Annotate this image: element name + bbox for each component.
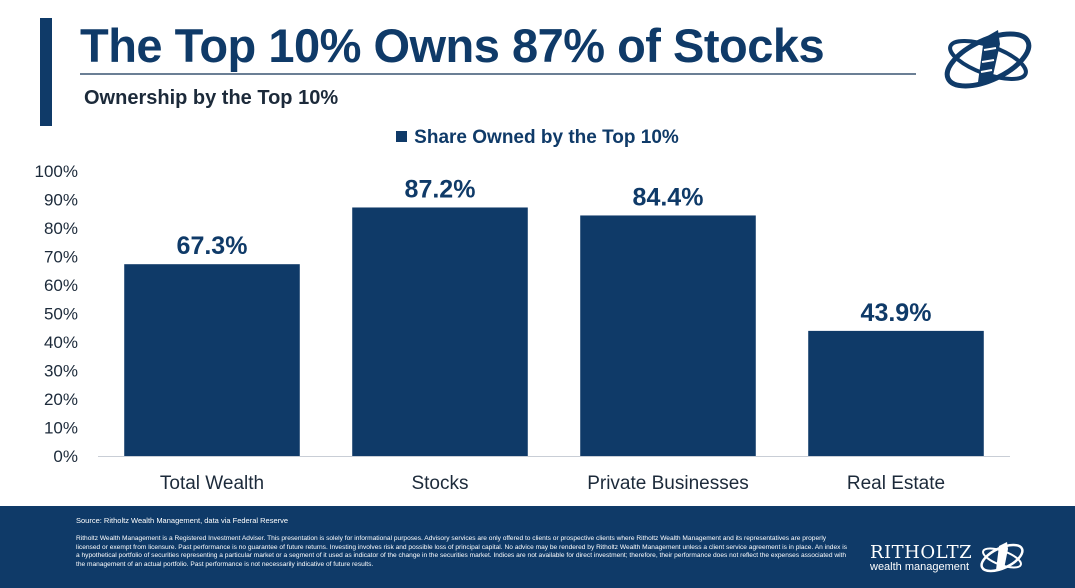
brand-name: RITHOLTZ [870,542,973,563]
brand-subtitle: wealth management [870,561,970,573]
y-tick-label: 90% [44,191,78,210]
title-accent-bar [40,18,52,126]
footer-logo-icon [980,542,1024,573]
footer-brand: RITHOLTZ wealth management [870,542,973,574]
title-divider [80,73,916,75]
y-tick-label: 0% [53,447,78,466]
chart-legend: Share Owned by the Top 10% [0,127,1075,149]
y-tick-label: 30% [44,362,78,381]
bar [808,330,984,456]
y-tick-label: 100% [35,162,78,181]
y-tick-label: 20% [44,390,78,409]
bar [124,264,300,456]
y-tick-label: 70% [44,248,78,267]
bar [352,207,528,456]
y-tick-label: 40% [44,333,78,352]
data-label: 84.4% [633,183,704,211]
legend-label: Share Owned by the Top 10% [414,127,679,148]
legend-swatch [396,131,408,142]
x-tick-label: Total Wealth [160,473,264,494]
y-tick-label: 10% [44,419,78,438]
x-tick-label: Stocks [411,473,468,494]
data-label: 43.9% [861,299,932,327]
source-note: Source: Ritholtz Wealth Management, data… [76,516,289,525]
y-tick-label: 80% [44,219,78,238]
footer: Source: Ritholtz Wealth Management, data… [0,506,1075,588]
bar-chart: 0% 10% 20% 30% 40% 50% 60% 70% 80% 90% 100% 67.3% To… [35,162,1010,494]
data-label: 87.2% [405,175,476,203]
page-title: The Top 10% Owns 87% of Stocks [80,19,825,72]
x-tick-label: Private Businesses [587,473,749,494]
y-tick-label: 50% [44,305,78,324]
page-subtitle: Ownership by the Top 10% [84,87,339,109]
x-tick-label: Real Estate [847,473,945,494]
ritholtz-logo-icon [944,30,1032,89]
bar [580,215,756,456]
data-label: 67.3% [177,232,248,260]
disclaimer-text: Ritholtz Wealth Management is a Register… [76,535,848,568]
y-tick-label: 60% [44,276,78,295]
